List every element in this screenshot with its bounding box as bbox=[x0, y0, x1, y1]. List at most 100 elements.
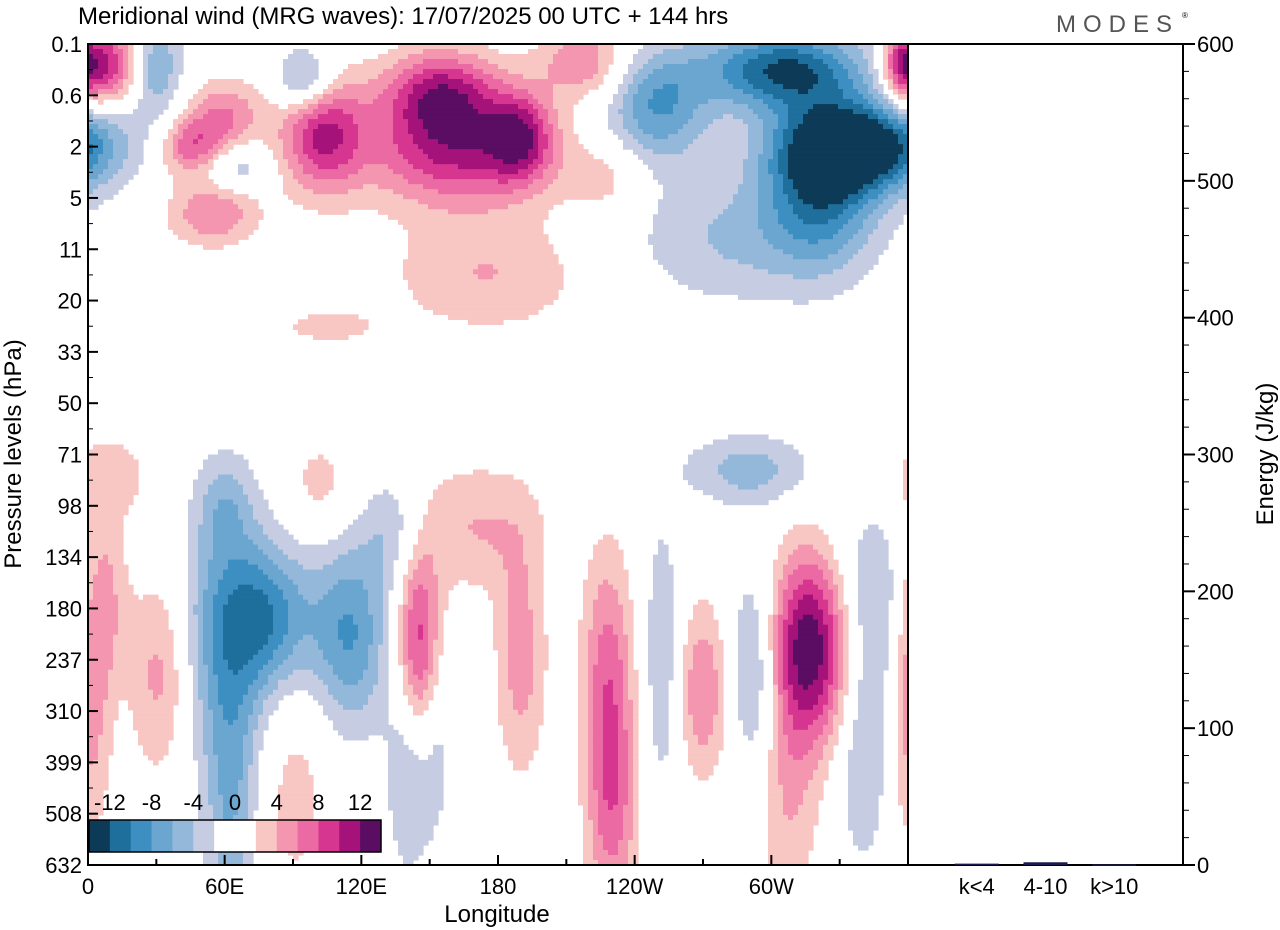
field-cell bbox=[138, 134, 144, 140]
field-cell bbox=[493, 84, 499, 90]
field-cell bbox=[183, 209, 189, 215]
field-cell bbox=[543, 99, 549, 105]
field-cell bbox=[468, 189, 474, 195]
field-cell bbox=[718, 94, 724, 100]
field-cell bbox=[893, 199, 899, 205]
field-cell bbox=[193, 114, 199, 120]
field-cell bbox=[668, 134, 674, 140]
field-cell bbox=[343, 154, 349, 160]
field-cell bbox=[848, 54, 854, 60]
field-cell bbox=[733, 169, 739, 175]
field-cell bbox=[318, 184, 324, 190]
field-cell bbox=[713, 134, 719, 140]
field-cell bbox=[718, 124, 724, 130]
field-cell bbox=[458, 114, 464, 120]
field-cell bbox=[308, 169, 314, 175]
field-cell bbox=[273, 129, 279, 135]
field-cell bbox=[538, 184, 544, 190]
field-cell bbox=[338, 194, 344, 200]
field-cell bbox=[238, 89, 244, 95]
field-cell bbox=[558, 144, 564, 150]
field-cell bbox=[563, 54, 569, 60]
field-cell bbox=[193, 229, 199, 235]
field-cell bbox=[783, 119, 789, 125]
field-cell bbox=[813, 169, 819, 175]
field-cell bbox=[148, 114, 154, 120]
field-cell bbox=[658, 154, 664, 160]
field-cell bbox=[818, 114, 824, 120]
field-cell bbox=[588, 159, 594, 165]
field-cell bbox=[378, 154, 384, 160]
field-cell bbox=[493, 184, 499, 190]
field-cell bbox=[298, 79, 304, 85]
field-cell bbox=[353, 124, 359, 130]
field-cell bbox=[833, 134, 839, 140]
field-cell bbox=[673, 189, 679, 195]
field-cell bbox=[703, 129, 709, 135]
field-cell bbox=[418, 124, 424, 130]
field-cell bbox=[563, 89, 569, 95]
field-cell bbox=[348, 179, 354, 185]
field-cell bbox=[463, 114, 469, 120]
field-cell bbox=[368, 74, 374, 80]
field-cell bbox=[108, 89, 114, 95]
field-cell bbox=[268, 104, 274, 110]
field-cell bbox=[283, 59, 289, 65]
field-cell bbox=[783, 124, 789, 130]
field-cell bbox=[613, 99, 619, 105]
field-cell bbox=[558, 69, 564, 75]
field-cell bbox=[623, 129, 629, 135]
field-cell bbox=[743, 99, 749, 105]
field-cell bbox=[848, 84, 854, 90]
field-cell bbox=[743, 74, 749, 80]
field-cell bbox=[778, 144, 784, 150]
field-cell bbox=[393, 154, 399, 160]
field-cell bbox=[288, 159, 294, 165]
field-cell bbox=[103, 174, 109, 180]
field-cell bbox=[728, 229, 734, 235]
field-cell bbox=[823, 114, 829, 120]
field-cell bbox=[858, 64, 864, 70]
field-cell bbox=[653, 104, 659, 110]
field-cell bbox=[573, 139, 579, 145]
field-cell bbox=[198, 179, 204, 185]
field-cell bbox=[728, 74, 734, 80]
field-cell bbox=[413, 109, 419, 115]
field-cell bbox=[388, 114, 394, 120]
field-cell bbox=[703, 114, 709, 120]
field-cell bbox=[568, 159, 574, 165]
field-cell bbox=[128, 134, 134, 140]
field-cell bbox=[763, 154, 769, 160]
field-cell bbox=[123, 179, 129, 185]
field-cell bbox=[408, 149, 414, 155]
field-cell bbox=[523, 209, 529, 215]
field-cell bbox=[683, 129, 689, 135]
field-cell bbox=[683, 164, 689, 170]
field-cell bbox=[848, 94, 854, 100]
field-cell bbox=[128, 169, 134, 175]
field-cell bbox=[788, 114, 794, 120]
field-cell bbox=[683, 84, 689, 90]
field-cell bbox=[203, 194, 209, 200]
field-cell bbox=[403, 54, 409, 60]
field-cell bbox=[553, 49, 559, 55]
field-cell bbox=[823, 209, 829, 215]
field-cell bbox=[458, 209, 464, 215]
field-cell bbox=[433, 94, 439, 100]
field-cell bbox=[688, 79, 694, 85]
field-cell bbox=[878, 189, 884, 195]
field-cell bbox=[568, 189, 574, 195]
field-cell bbox=[208, 154, 214, 160]
field-cell bbox=[308, 79, 314, 85]
field-cell bbox=[718, 164, 724, 170]
field-cell bbox=[148, 109, 154, 115]
field-cell bbox=[868, 109, 874, 115]
field-cell bbox=[893, 109, 899, 115]
field-cell bbox=[568, 194, 574, 200]
field-cell bbox=[313, 194, 319, 200]
field-cell bbox=[833, 114, 839, 120]
field-cell bbox=[458, 194, 464, 200]
field-cell bbox=[878, 229, 884, 235]
field-cell bbox=[463, 69, 469, 75]
field-cell bbox=[423, 184, 429, 190]
